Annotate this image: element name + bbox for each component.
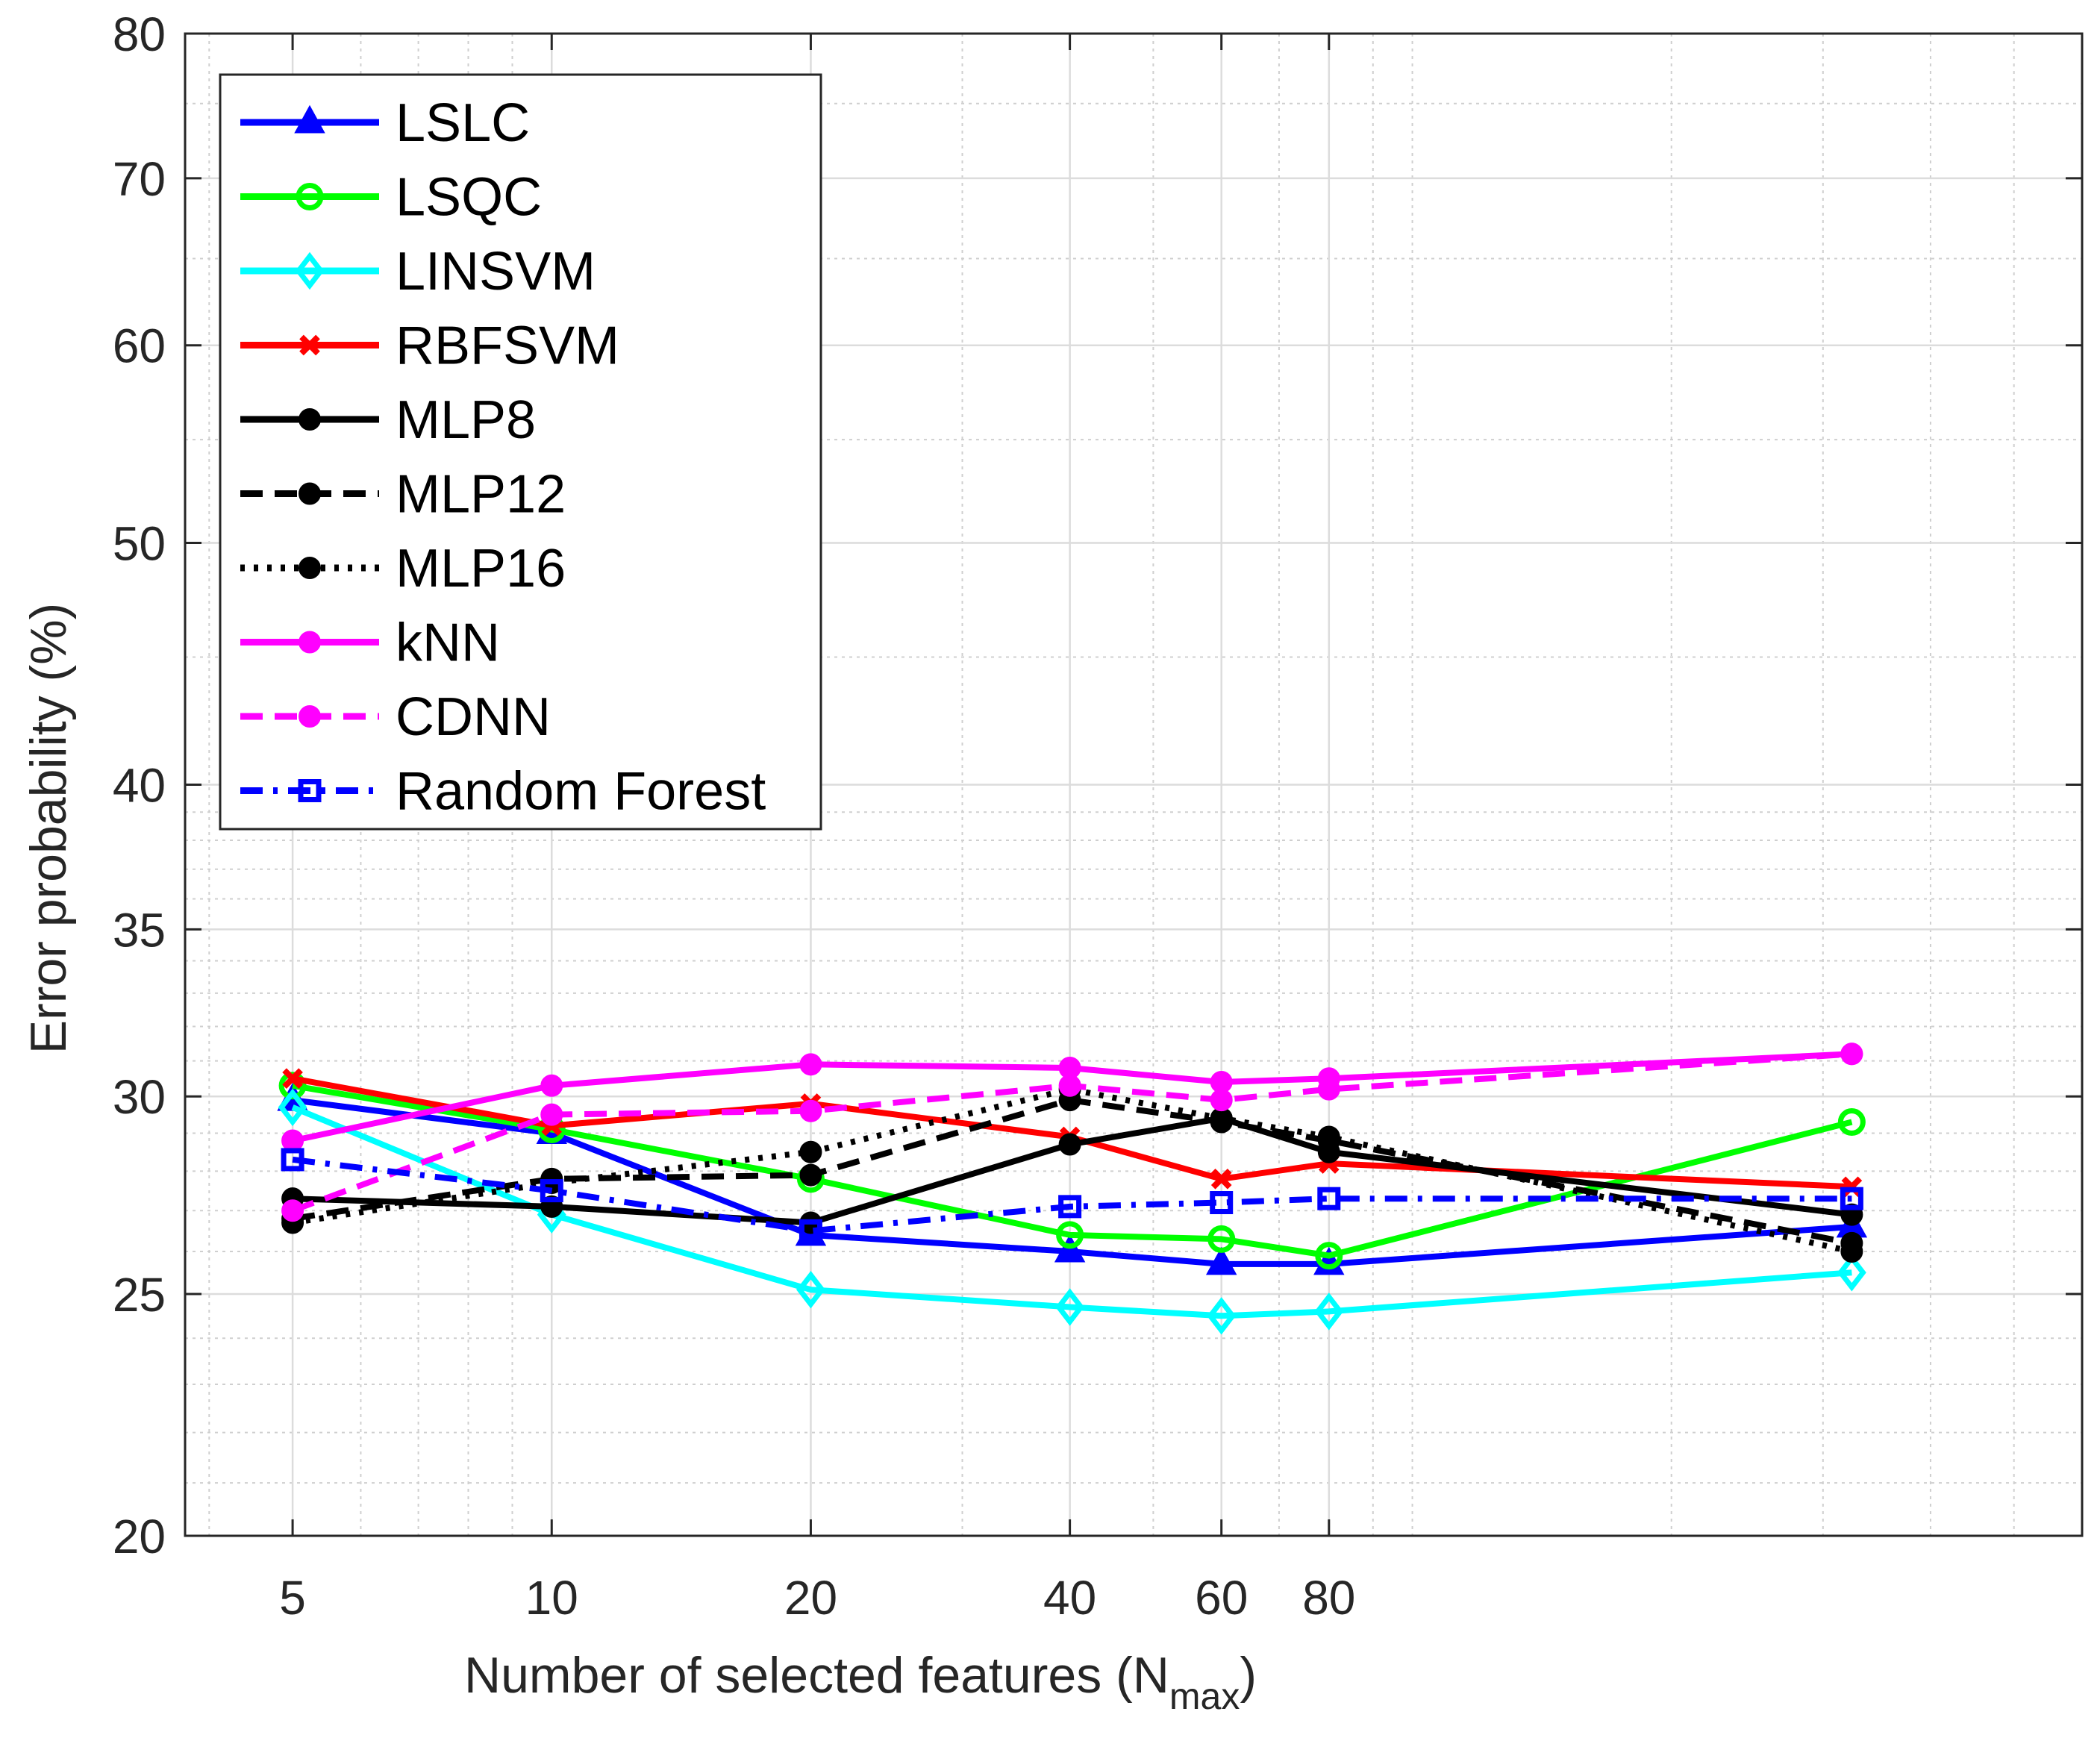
data-point-knn xyxy=(799,1053,822,1076)
x-tick-label: 40 xyxy=(1043,1571,1096,1625)
data-point-linsvm xyxy=(1207,1297,1237,1335)
data-point-random-forest xyxy=(1210,1191,1234,1215)
y-tick-label: 25 xyxy=(113,1268,166,1322)
series-line-random-forest xyxy=(292,1156,1852,1234)
data-point-cdnn xyxy=(1210,1089,1233,1112)
axes: 5 10 20 40 60 80 20 25 30 35 40 50 60 70 80 xyxy=(113,7,2084,1625)
plot-area xyxy=(277,1043,1868,1335)
data-point-random-forest xyxy=(1058,1195,1082,1219)
data-point-rbfsvm xyxy=(282,1068,303,1090)
data-point-mlp16 xyxy=(1840,1240,1863,1263)
legend-label-knn: kNN xyxy=(396,613,500,673)
legend-marker-lslc xyxy=(294,104,325,134)
data-point-linsvm xyxy=(1837,1253,1866,1292)
legend-marker-cdnn xyxy=(299,705,321,728)
legend-marker-knn xyxy=(299,631,321,654)
data-point-random-forest xyxy=(799,1219,822,1243)
data-point-mlp16 xyxy=(1317,1125,1340,1148)
legend-marker-linsvm xyxy=(295,251,325,290)
data-point-cdnn xyxy=(281,1199,304,1222)
legend-label-random-forest: Random Forest xyxy=(396,762,766,822)
legend-marker-mlp12 xyxy=(299,482,321,505)
x-tick-label: 5 xyxy=(279,1571,306,1625)
y-tick-label: 35 xyxy=(113,903,166,957)
data-point-cdnn xyxy=(540,1103,563,1126)
legend-label-mlp16: MLP16 xyxy=(396,539,566,598)
data-point-random-forest xyxy=(281,1148,304,1172)
data-point-mlp16 xyxy=(799,1140,822,1163)
data-point-lsqc xyxy=(1207,1225,1236,1253)
x-tick-label: 80 xyxy=(1302,1571,1355,1625)
data-point-cdnn xyxy=(799,1099,822,1122)
legend-label-lslc: LSLC xyxy=(396,93,530,153)
data-point-cdnn xyxy=(1840,1043,1863,1066)
legend-marker-mlp16 xyxy=(299,557,321,579)
y-tick-label: 20 xyxy=(113,1510,166,1563)
data-point-cdnn xyxy=(1058,1074,1081,1097)
data-point-random-forest xyxy=(1840,1187,1863,1210)
legend-marker-random-forest xyxy=(298,779,322,802)
data-point-linsvm xyxy=(278,1088,307,1127)
legend-label-lsqc: LSQC xyxy=(396,168,542,228)
y-tick-label: 60 xyxy=(113,319,166,373)
legend-label-linsvm: LINSVM xyxy=(396,242,596,301)
data-point-lslc xyxy=(1054,1234,1086,1263)
data-point-knn xyxy=(540,1074,563,1097)
y-tick-label: 50 xyxy=(113,516,166,570)
legend-marker-mlp8 xyxy=(299,408,321,431)
x-tick-label: 20 xyxy=(784,1571,837,1625)
y-axis-title: Error probability (%) xyxy=(20,603,77,1054)
y-tick-label: 30 xyxy=(113,1070,166,1124)
data-point-random-forest xyxy=(540,1179,563,1203)
y-tick-label: 40 xyxy=(113,759,166,813)
data-point-lsqc xyxy=(1837,1108,1866,1137)
y-tick-label: 80 xyxy=(113,7,166,61)
legend-label-mlp12: MLP12 xyxy=(396,465,566,525)
data-point-linsvm xyxy=(796,1270,825,1309)
data-point-random-forest xyxy=(1317,1187,1341,1210)
legend: LSLC LSQC LINSVM RBFSVM MLP8 MLP12 MLP16 kNN CDN… xyxy=(219,73,822,831)
data-point-cdnn xyxy=(1317,1078,1340,1101)
legend-marker-rbfsvm xyxy=(299,334,320,356)
data-point-knn xyxy=(281,1129,304,1152)
data-point-mlp12 xyxy=(799,1163,822,1187)
data-point-linsvm xyxy=(1314,1293,1344,1331)
data-point-lsqc xyxy=(1056,1221,1084,1249)
data-point-mlp8 xyxy=(1058,1133,1081,1156)
data-point-rbfsvm xyxy=(1210,1169,1232,1190)
legend-marker-lsqc xyxy=(296,183,324,210)
x-axis-title: Number of selected features (Nmax) xyxy=(464,1647,1257,1717)
legend-label-rbfsvm: RBFSVM xyxy=(396,316,619,376)
data-point-lslc xyxy=(1205,1246,1237,1275)
data-point-lsqc xyxy=(1315,1242,1343,1270)
data-point-linsvm xyxy=(1055,1288,1085,1326)
legend-label-mlp8: MLP8 xyxy=(396,390,536,450)
legend-label-cdnn: CDNN xyxy=(396,687,551,747)
x-tick-label: 10 xyxy=(525,1571,578,1625)
y-tick-label: 70 xyxy=(113,152,166,206)
x-tick-label: 60 xyxy=(1195,1571,1248,1625)
